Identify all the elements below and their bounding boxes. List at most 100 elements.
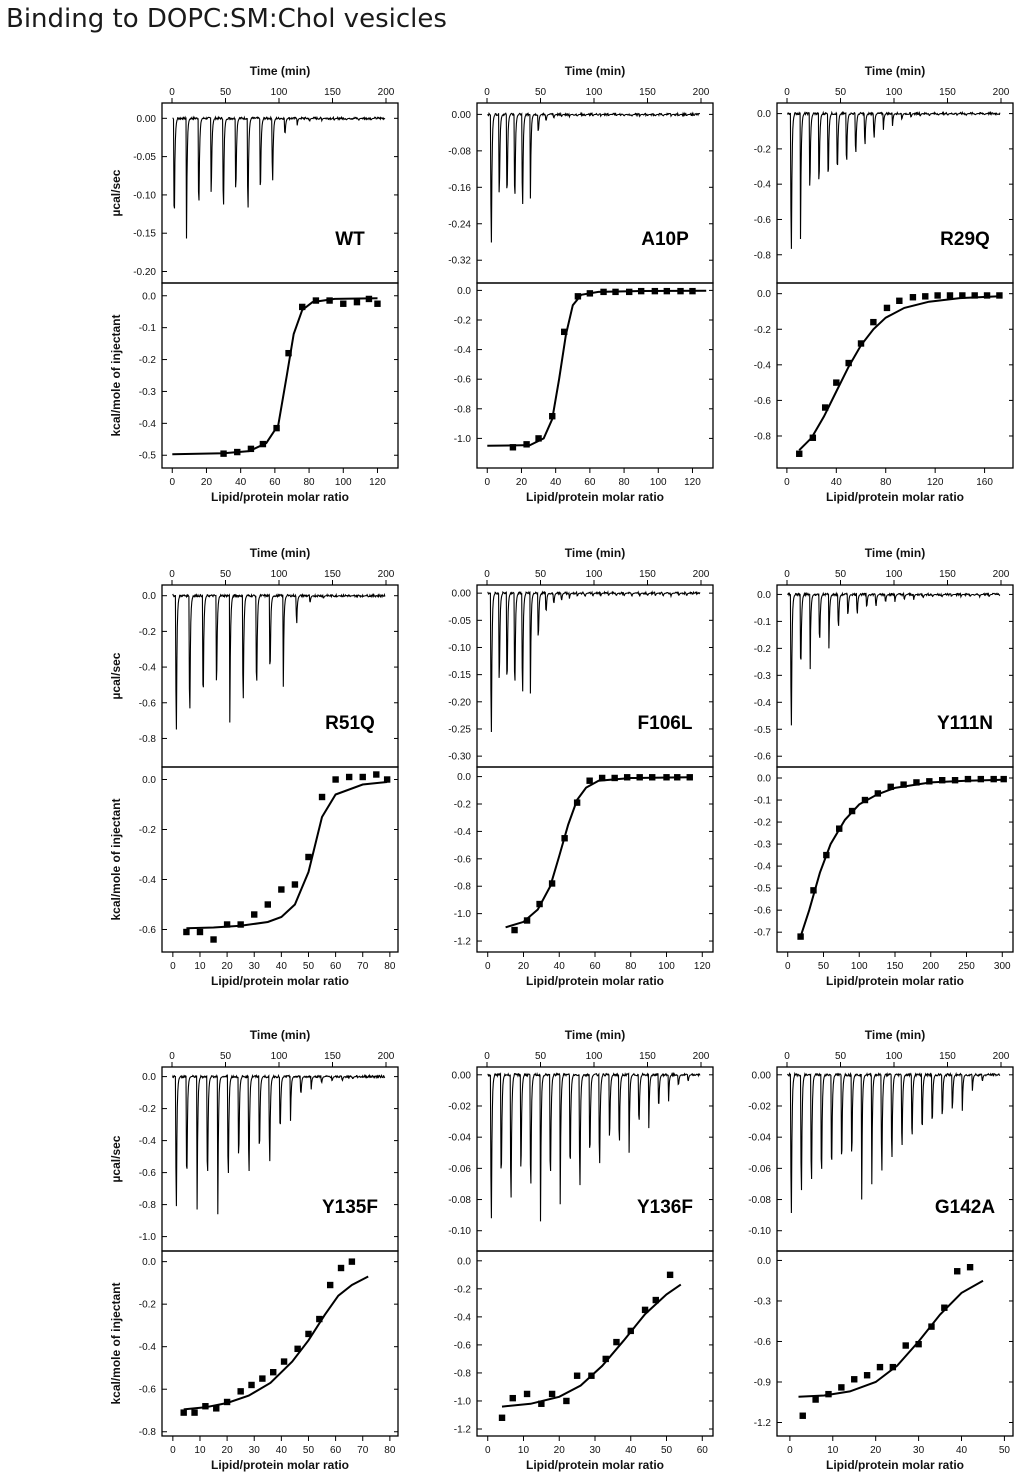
raw-y-tick-label: -0.4 [754,180,772,191]
ratio-tick-label: 0 [484,477,490,488]
iso-y-tick-label: 0.0 [757,1256,771,1267]
ratio-tick-label: 50 [661,1445,673,1456]
data-point [223,1398,231,1406]
data-point [934,292,941,299]
isotherm-panel-Y136F [476,1250,714,1441]
iso-y-tick-label: -0.3 [139,387,157,398]
data-point [340,300,347,307]
isotherm-frame [161,1250,399,1437]
ratio-tick-label: 120 [694,961,711,972]
ratio-tick-label: 80 [619,477,631,488]
raw-y-tick-label: -0.2 [754,144,772,155]
data-point [611,774,618,782]
iso-y-tick-label: -1.2 [454,937,472,948]
data-point [345,773,353,781]
time-axis-label: Time (min) [565,546,625,560]
data-point [535,435,542,442]
ratio-tick-label: 50 [303,1445,315,1456]
data-point [273,424,280,432]
ratio-tick-label: 80 [625,961,637,972]
raw-y-tick-label: -0.2 [754,644,772,655]
data-point [977,775,985,783]
iso-y-tick-label: -0.6 [139,1385,157,1396]
iso-y-tick-label: -1.0 [454,909,472,920]
page-title: Binding to DOPC:SM:Chol vesicles [6,4,447,34]
raw-trace [172,115,386,239]
isotherm-panel-F106L [476,766,714,957]
time-tick-label: 50 [835,1051,847,1062]
data-point [549,413,556,420]
raw-frame [476,102,714,284]
data-point [641,1306,649,1314]
data-point [318,793,326,801]
data-point [588,1372,595,1379]
enthalpy-axis-label: kcal/mole of injectant [109,798,123,920]
ratio-axis-label: Lipid/protein molar ratio [211,974,349,988]
isotherm-frame [476,282,714,469]
time-tick-label: 200 [993,569,1010,580]
data-point [874,790,882,797]
raw-y-tick-label: -0.04 [748,1133,771,1144]
ratio-tick-label: 60 [269,477,281,488]
time-tick-label: 200 [993,87,1010,98]
mutant-label: R29Q [940,229,990,250]
time-tick-label: 200 [378,1051,395,1062]
ratio-tick-label: 80 [304,477,316,488]
data-point [332,776,339,783]
iso-y-tick-label: -0.8 [454,404,472,415]
ratio-tick-label: 120 [927,477,944,488]
time-tick-label: 150 [324,569,341,580]
ratio-tick-label: 20 [222,1445,234,1456]
time-tick-label: 200 [378,87,395,98]
time-axis-label: Time (min) [565,1028,625,1042]
data-point [602,1355,609,1363]
iso-y-tick-label: 0.0 [457,286,471,297]
time-tick-label: 100 [586,87,603,98]
time-tick-label: 100 [586,569,603,580]
time-tick-label: 0 [484,1051,490,1062]
ratio-tick-label: 100 [851,961,868,972]
data-point [259,1375,266,1382]
iso-y-tick-label: -0.8 [454,1368,472,1379]
fit-curve [183,1275,369,1411]
data-point [374,300,381,307]
mutant-label: WT [335,229,365,250]
data-point [928,1323,935,1330]
data-point [213,1405,220,1412]
time-tick-label: 0 [169,87,175,98]
raw-y-tick-label: -0.30 [448,752,471,763]
time-tick-label: 100 [586,1051,603,1062]
raw-y-tick-label: -0.05 [133,152,156,163]
raw-panel-A10P [476,98,714,284]
raw-frame [776,102,1014,284]
data-point [191,1409,198,1416]
time-tick-label: 50 [535,87,547,98]
raw-panel-R29Q [776,98,1014,284]
time-tick-label: 150 [324,1051,341,1062]
data-point [663,774,670,781]
ratio-tick-label: 30 [913,1445,925,1456]
data-point [863,1372,871,1379]
raw-y-tick-label: -0.10 [748,1226,771,1237]
data-point [573,799,581,806]
raw-panel-Y111N [776,580,1014,768]
iso-y-tick-label: -0.4 [139,419,157,430]
data-point [305,853,312,861]
data-point [548,1390,556,1398]
ratio-tick-label: 150 [887,961,904,972]
time-tick-label: 0 [784,569,790,580]
isotherm-frame [476,1250,714,1437]
data-point [523,441,530,448]
iso-y-tick-label: -0.1 [754,796,772,807]
ratio-tick-label: 100 [658,961,675,972]
data-point [983,292,991,299]
data-point [223,921,231,928]
raw-trace [487,590,701,733]
iso-y-tick-label: -0.4 [139,875,157,886]
raw-trace [487,1071,701,1222]
ratio-tick-label: 40 [276,961,288,972]
iso-y-tick-label: 0.0 [142,291,156,302]
data-point [511,926,518,934]
data-point [247,445,255,453]
data-point [598,774,606,782]
